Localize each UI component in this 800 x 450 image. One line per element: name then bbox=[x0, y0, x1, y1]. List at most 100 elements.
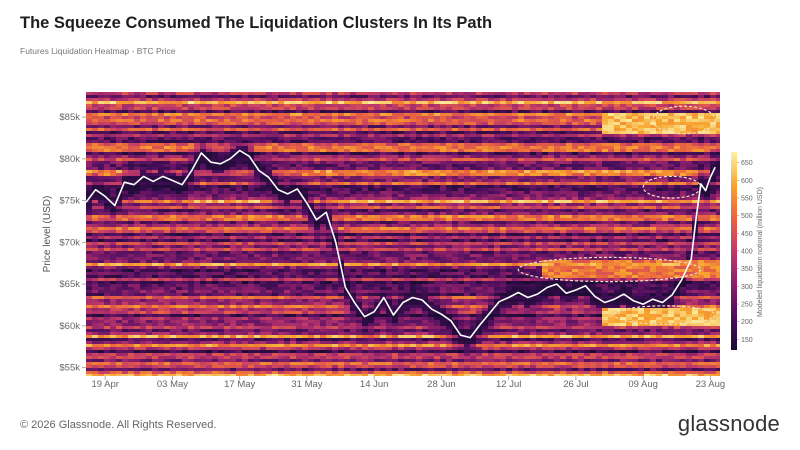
heatmap-cell bbox=[122, 188, 129, 192]
heatmap-cell bbox=[230, 179, 237, 183]
heatmap-cell bbox=[326, 104, 333, 108]
heatmap-cell bbox=[158, 338, 165, 342]
heatmap-cell bbox=[164, 191, 171, 195]
heatmap-cell bbox=[110, 335, 117, 339]
heatmap-cell bbox=[92, 347, 99, 351]
heatmap-cell bbox=[260, 287, 267, 291]
heatmap-cell bbox=[176, 197, 183, 201]
heatmap-cell bbox=[266, 122, 273, 126]
heatmap-cell bbox=[398, 227, 405, 231]
heatmap-cell bbox=[320, 146, 327, 150]
heatmap-cell bbox=[194, 194, 201, 198]
heatmap-cell bbox=[194, 149, 201, 153]
heatmap-cell bbox=[86, 179, 93, 183]
heatmap-cell bbox=[206, 362, 213, 366]
heatmap-cell bbox=[398, 170, 405, 174]
heatmap-cell bbox=[110, 101, 117, 105]
heatmap-cell bbox=[128, 329, 135, 333]
heatmap-cell bbox=[326, 194, 333, 198]
heatmap-cell bbox=[212, 359, 219, 363]
heatmap-cell bbox=[326, 290, 333, 294]
heatmap-cell bbox=[236, 281, 243, 285]
heatmap-cell bbox=[314, 92, 321, 96]
heatmap-cell bbox=[302, 176, 309, 180]
heatmap-cells bbox=[86, 92, 720, 376]
heatmap-cell bbox=[362, 323, 369, 327]
heatmap-cell bbox=[164, 374, 171, 376]
heatmap-cell bbox=[260, 95, 267, 99]
heatmap-cell bbox=[218, 170, 225, 174]
heatmap-cell bbox=[224, 191, 231, 195]
heatmap-cell bbox=[134, 248, 141, 252]
heatmap-cell bbox=[356, 179, 363, 183]
heatmap-cell bbox=[362, 299, 369, 303]
heatmap-cell bbox=[188, 326, 195, 330]
heatmap-cell bbox=[152, 248, 159, 252]
heatmap-cell bbox=[164, 320, 171, 324]
heatmap-cell bbox=[146, 104, 153, 108]
heatmap-cell bbox=[92, 272, 99, 276]
heatmap-cell bbox=[386, 281, 393, 285]
heatmap-cell bbox=[212, 167, 219, 171]
heatmap-cell bbox=[344, 347, 351, 351]
heatmap-cell bbox=[278, 353, 285, 357]
heatmap-cell bbox=[356, 371, 363, 375]
heatmap-cell bbox=[344, 227, 351, 231]
heatmap-cell bbox=[380, 92, 387, 96]
heatmap-cell bbox=[134, 134, 141, 138]
heatmap-cell bbox=[266, 170, 273, 174]
heatmap-cell bbox=[194, 317, 201, 321]
heatmap-cell bbox=[326, 263, 333, 267]
heatmap-cell bbox=[134, 179, 141, 183]
heatmap-cell bbox=[92, 317, 99, 321]
heatmap-cell bbox=[176, 353, 183, 357]
heatmap-cell bbox=[92, 365, 99, 369]
heatmap-cell bbox=[380, 344, 387, 348]
heatmap-cell bbox=[194, 251, 201, 255]
heatmap-cell bbox=[356, 113, 363, 117]
heatmap-cell bbox=[170, 113, 177, 117]
heatmap-cell bbox=[230, 323, 237, 327]
heatmap-cell bbox=[260, 155, 267, 159]
heatmap-cell bbox=[320, 365, 327, 369]
heatmap-cell bbox=[140, 356, 147, 360]
heatmap-cell bbox=[230, 212, 237, 216]
heatmap-cell bbox=[140, 167, 147, 171]
heatmap-cell bbox=[194, 227, 201, 231]
heatmap-cell bbox=[278, 227, 285, 231]
heatmap-cell bbox=[386, 149, 393, 153]
heatmap-cell bbox=[266, 134, 273, 138]
heatmap-cell bbox=[290, 95, 297, 99]
heatmap-cell bbox=[338, 305, 345, 309]
heatmap-cell bbox=[362, 122, 369, 126]
heatmap-cell bbox=[386, 245, 393, 249]
heatmap-cell bbox=[230, 209, 237, 213]
heatmap-cell bbox=[386, 278, 393, 282]
heatmap-cell bbox=[380, 185, 387, 189]
heatmap-cell bbox=[230, 275, 237, 279]
heatmap-cell bbox=[116, 299, 123, 303]
heatmap-cell bbox=[392, 179, 399, 183]
heatmap-cell bbox=[182, 149, 189, 153]
heatmap-cell bbox=[314, 302, 321, 306]
heatmap-cell bbox=[116, 278, 123, 282]
heatmap-cell bbox=[350, 308, 357, 312]
heatmap-cell bbox=[272, 320, 279, 324]
heatmap-cell bbox=[92, 359, 99, 363]
heatmap-cell bbox=[134, 263, 141, 267]
heatmap-cell bbox=[158, 212, 165, 216]
heatmap-cell bbox=[224, 215, 231, 219]
heatmap-cell bbox=[290, 128, 297, 132]
heatmap-cell bbox=[284, 110, 291, 114]
heatmap-cell bbox=[164, 332, 171, 336]
heatmap-cell bbox=[320, 104, 327, 108]
heatmap-cell bbox=[356, 242, 363, 246]
heatmap-cell bbox=[350, 215, 357, 219]
heatmap-cell bbox=[230, 233, 237, 237]
heatmap-cell bbox=[188, 248, 195, 252]
heatmap-cell bbox=[176, 290, 183, 294]
heatmap-cell bbox=[332, 284, 339, 288]
heatmap-cell bbox=[224, 176, 231, 180]
heatmap-cell bbox=[182, 299, 189, 303]
heatmap-cell bbox=[200, 164, 207, 168]
